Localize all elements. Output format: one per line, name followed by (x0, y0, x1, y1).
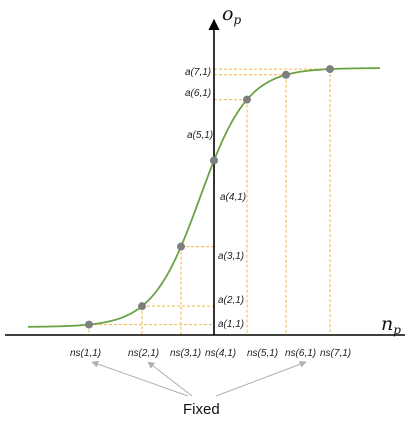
y-axis-label: op (222, 3, 241, 27)
curve-point-1 (85, 320, 93, 329)
sigmoid-curve (27, 67, 381, 328)
fixed-arrow-left (91, 360, 189, 397)
label-ns-6: ns(6,1) (285, 348, 316, 359)
label-a-1: a(7,1) (185, 67, 211, 78)
fixed-arrow-right (215, 360, 307, 397)
label-ns-4: ns(4,1) (205, 348, 236, 359)
curve-point-4 (210, 156, 218, 165)
label-ns-2: ns(2,1) (128, 348, 159, 359)
curve-point-6 (282, 70, 290, 79)
a-labels: a(7,1) a(6,1) a(5,1) a(4,1) a(3,1) a(2,1… (185, 67, 246, 330)
label-ns-3: ns(3,1) (170, 348, 201, 359)
curve-point-5 (243, 95, 251, 104)
label-a-4: a(4,1) (220, 192, 246, 203)
fixed-arrow-mid (147, 361, 193, 397)
x-axis-label: np (381, 313, 401, 337)
label-a-3: a(5,1) (187, 130, 213, 141)
label-ns-1: ns(1,1) (70, 348, 101, 359)
label-a-7: a(1,1) (218, 319, 244, 330)
label-a-2: a(6,1) (185, 88, 211, 99)
curve-point-2 (138, 302, 146, 311)
label-ns-7: ns(7,1) (320, 348, 351, 359)
fixed-arrows (91, 360, 307, 397)
curve-point-7 (326, 65, 334, 74)
label-a-6: a(2,1) (218, 295, 244, 306)
x-axis-subscript: p (393, 323, 401, 337)
ns-labels: ns(1,1) ns(2,1) ns(3,1) ns(4,1) ns(5,1) … (70, 348, 351, 359)
y-axis-subscript: p (233, 13, 241, 27)
fixed-label: Fixed (183, 401, 220, 418)
label-a-5: a(3,1) (218, 251, 244, 262)
guide-lines (88, 68, 331, 335)
label-ns-5: ns(5,1) (247, 348, 278, 359)
curve-point-3 (177, 242, 185, 251)
curve-points (85, 65, 334, 329)
